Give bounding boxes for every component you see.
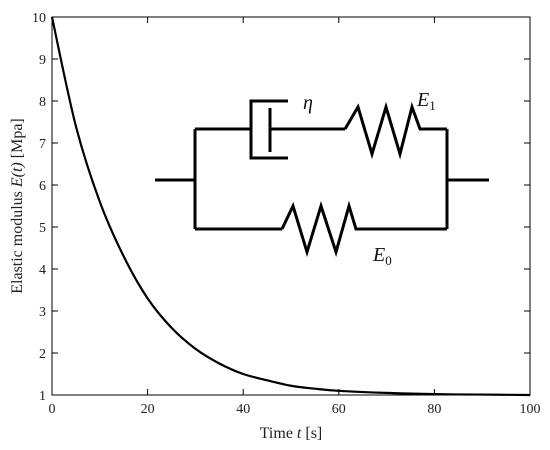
y-tick-label: 7 <box>39 137 46 152</box>
y-tick-label: 8 <box>39 95 46 110</box>
spring-e1 <box>343 101 447 160</box>
y-tick-label: 2 <box>39 347 46 362</box>
x-tick-label: 0 <box>49 402 56 417</box>
x-tick-label: 60 <box>332 402 346 417</box>
y-axis-label: Elastic modulus E(t) [Mpa] <box>9 118 26 294</box>
x-axis-label: Time t [s] <box>260 425 323 442</box>
e0-label: E0 <box>372 244 392 268</box>
x-tick-label: 100 <box>520 402 541 417</box>
x-tick-label: 20 <box>141 402 155 417</box>
eta-label: η <box>303 92 313 114</box>
y-axis-ticks: 1 2 3 4 5 6 7 8 9 10 <box>32 11 530 404</box>
dashpot-cylinder <box>249 99 288 160</box>
y-tick-label: 4 <box>39 263 46 278</box>
y-tick-label: 1 <box>39 389 46 404</box>
e1-label: E1 <box>416 89 436 113</box>
relaxation-curve <box>50 16 531 397</box>
y-tick-label: 6 <box>39 179 46 194</box>
y-tick-label: 10 <box>32 11 46 26</box>
x-axis-ticks: 0 20 40 60 80 100 <box>49 17 541 417</box>
x-tick-label: 80 <box>427 402 441 417</box>
dashpot-piston <box>268 108 345 152</box>
x-tick-label: 40 <box>236 402 250 417</box>
rheology-model-diagram: η E1 E0 <box>155 89 489 268</box>
spring-e0 <box>280 200 447 258</box>
y-tick-label: 5 <box>39 221 46 236</box>
y-tick-label: 3 <box>39 305 46 320</box>
plot-frame <box>51 16 531 396</box>
y-tick-label: 9 <box>39 53 46 68</box>
